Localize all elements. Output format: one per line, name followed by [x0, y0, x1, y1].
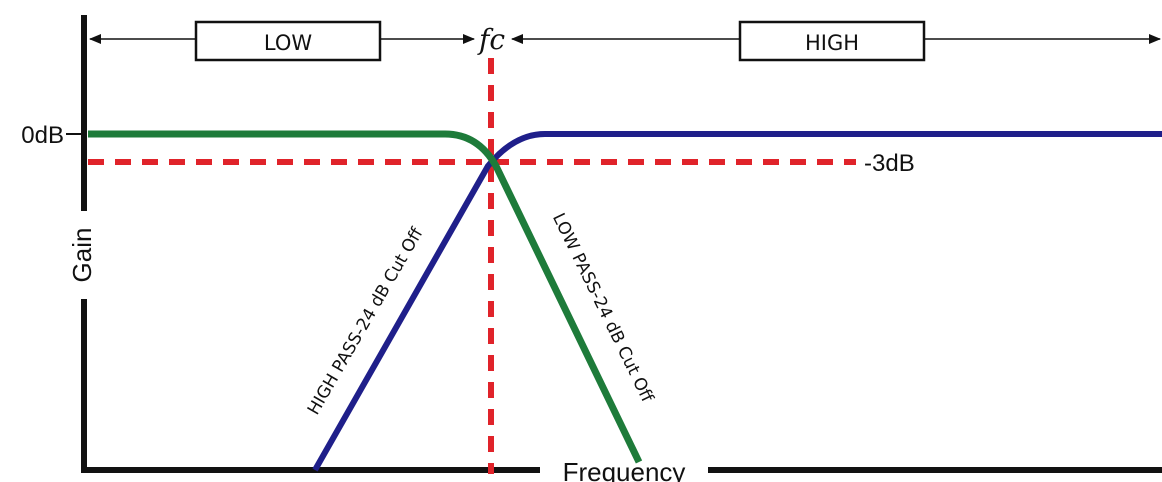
- fc-label: fc: [477, 23, 505, 56]
- minus-3db-label: -3dB: [864, 150, 915, 177]
- low-pass-curve: [88, 130, 643, 464]
- gain-label: Gain: [67, 228, 97, 283]
- low-label: LOW: [264, 31, 312, 55]
- zero-db-label: 0dB: [21, 122, 64, 149]
- high-pass-label: HIGH PASS-24 dB Cut Off: [304, 223, 428, 418]
- high-box: [738, 20, 926, 62]
- gain-label-background: [65, 211, 95, 299]
- high-label: HIGH: [805, 31, 859, 55]
- low-box: [194, 20, 382, 62]
- high-pass-curve: [312, 131, 1162, 472]
- frequency-label: Frequency: [563, 457, 686, 482]
